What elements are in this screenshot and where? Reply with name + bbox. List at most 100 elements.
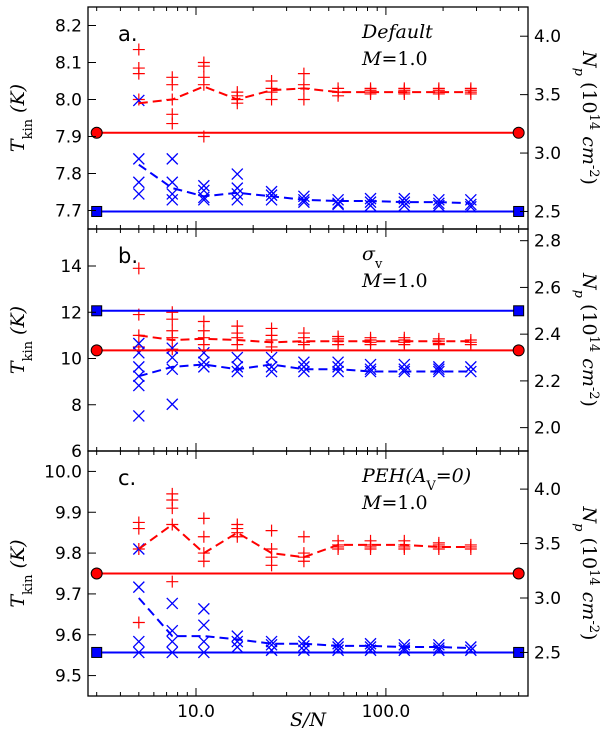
fit-point-x bbox=[197, 179, 210, 192]
fit-point-x bbox=[231, 187, 244, 200]
panel-annotation: Default bbox=[361, 21, 433, 43]
fit-point-plus bbox=[132, 93, 145, 106]
fit-point-x bbox=[132, 187, 145, 200]
left-y-tick-label: 7.7 bbox=[55, 202, 82, 222]
fit-point-plus bbox=[464, 338, 477, 351]
fit-point-plus bbox=[265, 524, 278, 537]
right-y-axis: 2.0 2.2 2.4 2.6 2.8 Np (1014 cm-2) bbox=[520, 232, 600, 439]
fit-point-x bbox=[231, 360, 244, 373]
true-value-square-marker bbox=[513, 305, 525, 317]
fit-point-plus bbox=[398, 87, 411, 100]
fit-point-x bbox=[265, 365, 278, 378]
fit-point-x bbox=[297, 644, 310, 657]
fit-point-x bbox=[265, 638, 278, 651]
fit-point-plus bbox=[197, 512, 210, 525]
fit-point-x bbox=[297, 196, 310, 209]
fit-point-x bbox=[297, 639, 310, 652]
axes-frame bbox=[87, 450, 529, 697]
fit-point-plus bbox=[364, 543, 377, 555]
fit-point-plus bbox=[464, 543, 477, 555]
fit-point-plus bbox=[132, 43, 145, 56]
fit-point-x bbox=[132, 581, 145, 594]
fit-point-plus bbox=[297, 555, 310, 568]
fit-point-x bbox=[265, 189, 278, 202]
x-ticks bbox=[96, 229, 520, 451]
right-y-tick-label: 3.0 bbox=[534, 589, 561, 609]
fit-point-plus bbox=[166, 313, 179, 326]
fit-point-plus bbox=[197, 555, 210, 568]
fit-point-plus bbox=[166, 343, 179, 356]
left-y-axis-label: Tkin (K) bbox=[7, 539, 36, 607]
fit-point-plus bbox=[432, 87, 445, 100]
fit-point-x bbox=[231, 193, 244, 206]
fit-point-x bbox=[231, 168, 244, 181]
fit-point-plus bbox=[197, 338, 210, 351]
fit-point-plus bbox=[364, 87, 377, 100]
fit-point-x bbox=[166, 187, 179, 200]
fit-point-x bbox=[364, 363, 377, 376]
true-value-circle-marker bbox=[90, 567, 103, 580]
fit-point-x bbox=[166, 363, 179, 376]
plot-area bbox=[90, 43, 525, 217]
fit-point-x bbox=[197, 346, 210, 359]
right-y-tick-label: 2.5 bbox=[534, 202, 561, 222]
fit-point-plus bbox=[166, 502, 179, 515]
fit-point-plus bbox=[265, 559, 278, 572]
fit-point-plus bbox=[297, 67, 310, 80]
fit-point-x bbox=[166, 152, 179, 165]
x-ticks bbox=[96, 7, 520, 229]
right-y-tick-label: 3.5 bbox=[534, 535, 561, 555]
fit-point-plus bbox=[231, 530, 244, 543]
fit-point-x bbox=[297, 365, 310, 378]
right-y-tick-label: 3.5 bbox=[534, 86, 561, 106]
panel-annotation: M=1.0 bbox=[361, 492, 428, 514]
fit-point-plus bbox=[297, 338, 310, 351]
left-y-tick-label: 8.2 bbox=[55, 17, 82, 37]
right-y-tick-label: 4.0 bbox=[534, 27, 561, 47]
fit-point-x bbox=[297, 360, 310, 373]
mean-dashed-line bbox=[138, 334, 471, 344]
left-y-axis-label: Tkin (K) bbox=[7, 306, 36, 374]
fit-point-plus bbox=[166, 331, 179, 344]
panel-annotation: M=1.0 bbox=[361, 48, 428, 70]
fit-point-x bbox=[332, 356, 345, 369]
left-y-tick-label: 9.6 bbox=[55, 626, 82, 646]
right-y-axis-label: Np (1014 cm-2) bbox=[572, 506, 600, 641]
true-value-circle-marker bbox=[512, 567, 525, 580]
fit-point-x bbox=[132, 346, 145, 359]
panel-a: 7.7 7.8 7.9 8.0 8.1 8.2 Tkin (K) 2.5 3.0 3.5 4.0 Np… bbox=[7, 6, 600, 230]
fit-point-plus bbox=[132, 522, 145, 535]
fit-point-x bbox=[166, 635, 179, 648]
fit-point-x bbox=[265, 360, 278, 373]
fit-point-x bbox=[132, 409, 145, 422]
right-y-tick-label: 2.4 bbox=[534, 325, 561, 345]
panel-annotation: σv bbox=[362, 243, 383, 272]
plot-area bbox=[90, 262, 525, 422]
fit-point-x bbox=[432, 363, 445, 376]
fit-point-plus bbox=[166, 117, 179, 130]
true-value-circle-marker bbox=[512, 344, 525, 357]
mean-dashed-line bbox=[138, 523, 471, 559]
mean-dashed-line bbox=[138, 163, 471, 205]
right-y-tick-label: 2.5 bbox=[534, 643, 561, 663]
fit-point-x bbox=[265, 635, 278, 648]
fit-point-x bbox=[166, 597, 179, 610]
fit-point-x bbox=[332, 641, 345, 653]
fit-point-x bbox=[166, 398, 179, 411]
right-y-tick-label: 2.0 bbox=[534, 419, 561, 439]
right-y-tick-label: 2.6 bbox=[534, 278, 561, 298]
fit-point-x bbox=[464, 365, 477, 378]
fit-point-plus bbox=[332, 89, 345, 102]
panel-b: 6 8 10 12 14 Tkin (K) 2.0 2.2 2.4 2.6 2.8 Np (1014 … bbox=[7, 228, 600, 462]
panel-c: 10.0 100.0 9.5 9.6 9.7 9.8 9.9 10.0 Tkin (K) 2.5 3… bbox=[7, 450, 600, 722]
left-y-axis: 6 8 10 12 14 Tkin (K) bbox=[7, 257, 96, 462]
fit-point-plus bbox=[197, 78, 210, 91]
left-y-axis: 7.7 7.8 7.9 8.0 8.1 8.2 Tkin (K) bbox=[7, 17, 96, 222]
left-y-axis-label: Tkin (K) bbox=[7, 84, 36, 152]
fit-point-x bbox=[464, 644, 477, 657]
fit-point-plus bbox=[132, 262, 145, 275]
mean-dashed-line bbox=[138, 597, 471, 650]
right-y-axis: 2.5 3.0 3.5 4.0 Np (1014 cm-2) bbox=[520, 480, 600, 663]
fit-point-plus bbox=[297, 93, 310, 106]
fit-point-x bbox=[132, 337, 145, 350]
